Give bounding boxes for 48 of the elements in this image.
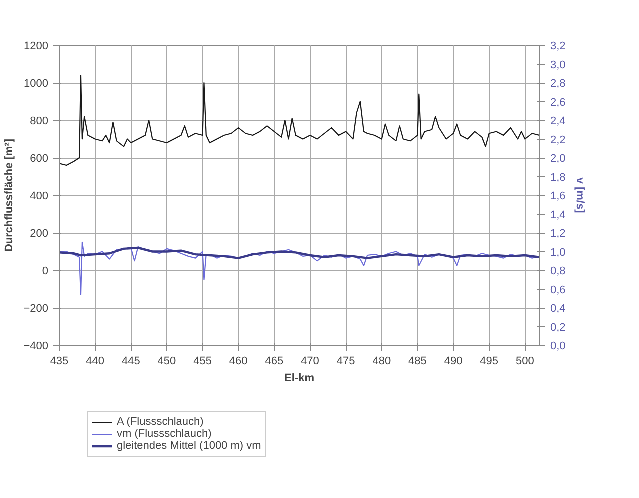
y2-tick-label: 1,4	[550, 209, 566, 222]
y2-tick-label: 1,2	[550, 228, 566, 240]
y2-tick-label: 1,6	[550, 190, 566, 202]
y2-tick-label: 2,0	[550, 153, 566, 165]
x-tick-label: 435	[50, 356, 69, 368]
y2-tick-label: 3,0	[550, 59, 566, 72]
x-tick-label: 475	[336, 356, 356, 368]
y2-tick-label: 2,6	[550, 96, 566, 109]
y-tick-label: 800	[30, 116, 49, 128]
x-tick-label: 480	[372, 356, 392, 368]
y2-tick-label: 0,6	[550, 284, 566, 296]
legend-label: vm (Flussschlauch)	[117, 428, 212, 440]
x-tick-label: 485	[408, 356, 427, 368]
legend-label: A (Flussschlauch)	[117, 416, 204, 428]
line-series	[60, 246, 540, 260]
x-tick-label: 470	[301, 356, 320, 368]
legend-label: gleitendes Mittel (1000 m) vm	[117, 440, 262, 452]
y2-tick-label: 0,8	[550, 266, 566, 278]
y-tick-label: 600	[30, 153, 49, 165]
y2-axis-title: v [m/s]	[574, 178, 586, 214]
x-tick-label: 500	[516, 356, 534, 368]
x-tick-label: 495	[480, 356, 499, 368]
y2-tick-label: 0,0	[550, 340, 566, 352]
y2-tick-label: 1,0	[550, 246, 566, 259]
y2-tick-label: 2,8	[550, 78, 566, 90]
x-tick-label: 445	[122, 356, 140, 368]
y2-tick-label: 0,2	[550, 322, 566, 334]
y-tick-label: 1200	[24, 40, 49, 52]
y-tick-label: 200	[30, 228, 49, 240]
y-tick-label: −200	[24, 303, 49, 315]
x-tick-label: 460	[229, 356, 248, 368]
y2-tick-label: 2,4	[550, 116, 566, 128]
x-tick-label: 440	[86, 356, 105, 368]
y-axis-title: Durchflussfläche [m²]	[4, 138, 16, 252]
x-tick-label: 490	[444, 356, 463, 368]
x-tick-label: 450	[158, 356, 176, 368]
y2-tick-label: 0,4	[550, 303, 566, 315]
x-axis-title: El-km	[284, 372, 315, 384]
x-tick-label: 465	[265, 356, 284, 368]
y-tick-label: 1000	[24, 78, 49, 90]
y-tick-label: −400	[24, 340, 49, 352]
y-tick-label: 0	[42, 266, 49, 278]
y2-tick-label: 2,2	[550, 134, 566, 146]
line-series	[60, 74, 540, 166]
y2-tick-label: 1,8	[550, 172, 566, 184]
x-tick-label: 455	[194, 356, 212, 368]
y2-tick-label: 3,2	[550, 40, 566, 52]
y-tick-label: 400	[30, 190, 49, 202]
